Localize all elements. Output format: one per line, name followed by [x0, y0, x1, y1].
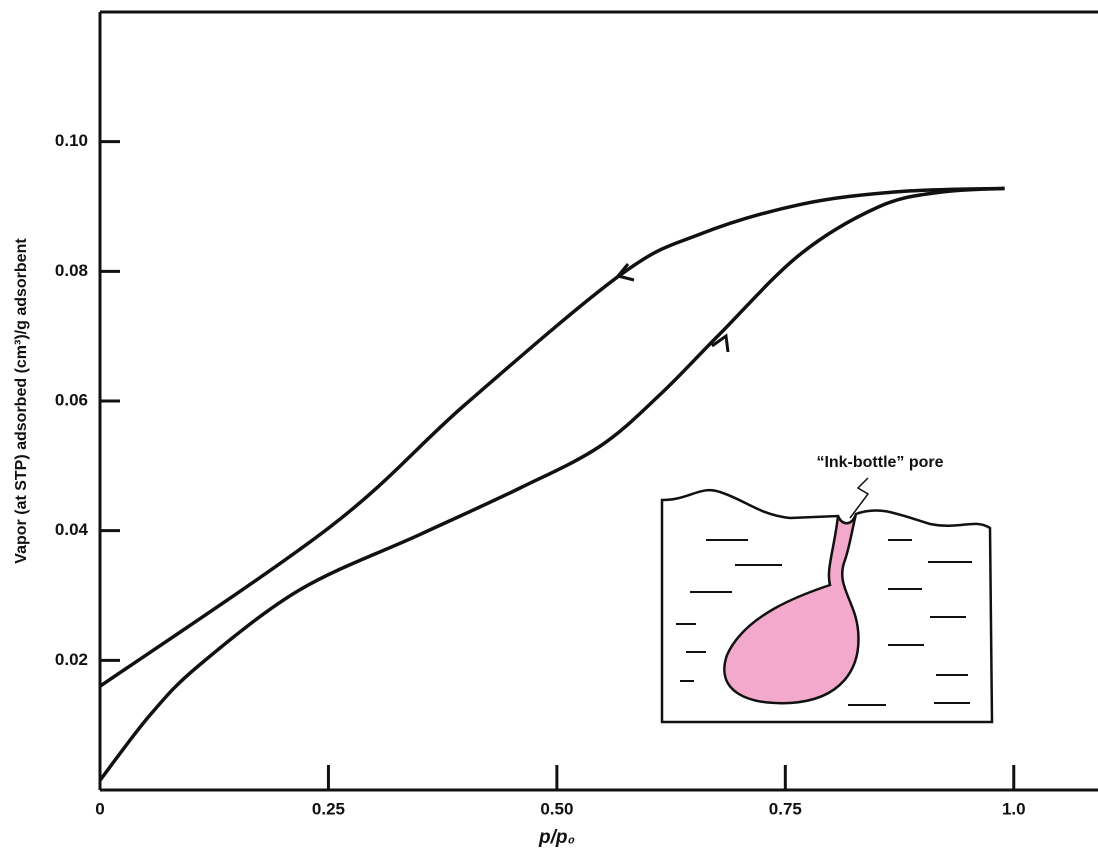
x-tick-label: 0	[95, 799, 104, 818]
x-tick-label: 0.75	[769, 799, 802, 818]
x-tick-label: 1.0	[1002, 799, 1026, 818]
y-axis-label: Vapor (at STP) adsorbed (cm³)/g adsorben…	[13, 238, 30, 564]
curve	[99, 186, 1005, 688]
y-tick-label: 0.02	[55, 650, 88, 669]
y-tick-label: 0.10	[55, 131, 88, 150]
annotation: “Ink-bottle” pore	[816, 454, 943, 471]
x-axis-label: p/p₀	[538, 827, 575, 848]
y-tick-label: 0.04	[55, 520, 89, 539]
curve	[98, 186, 1005, 782]
pore-diagram	[660, 477, 994, 724]
x-tick-label: 0.25	[312, 799, 345, 818]
y-tick-label: 0.06	[55, 390, 88, 409]
y-tick-label: 0.08	[55, 261, 88, 280]
x-tick-label: 0.50	[540, 799, 573, 818]
arrow	[711, 333, 730, 353]
